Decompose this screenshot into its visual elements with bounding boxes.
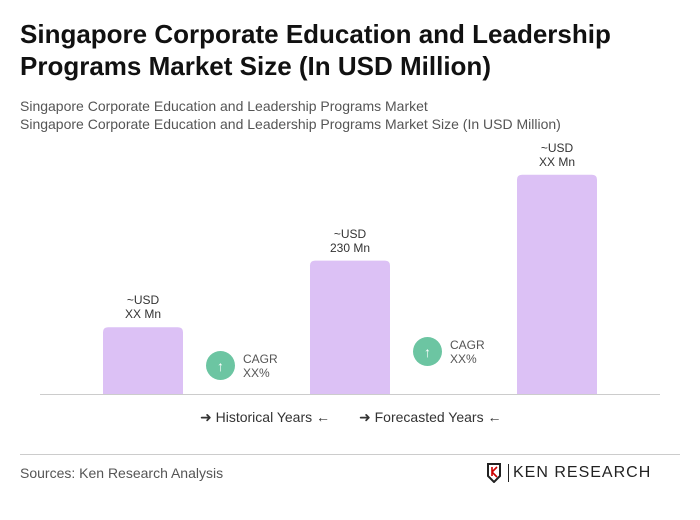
data-label-line: XX Mn — [124, 307, 161, 322]
cagr-badge-2: ↑ CAGR XX% — [413, 337, 485, 366]
ken-research-logo: KEN RESEARCH — [486, 463, 651, 483]
data-label: ~USD 230 Mn — [300, 227, 400, 255]
data-label-line: XX Mn — [538, 154, 575, 169]
arrow-up-icon: ↑ — [413, 337, 442, 366]
cagr-badge-1: ↑ CAGR XX% — [206, 351, 278, 380]
data-label-line: ~USD — [126, 293, 160, 308]
data-label-line: ~USD — [540, 140, 574, 155]
legend-forecasted: ➜ Forecasted Years ← — [359, 409, 502, 425]
bar — [103, 327, 183, 394]
cagr-value: XX% — [243, 365, 270, 380]
logo-text: KEN RESEARCH — [508, 464, 651, 482]
cagr-value: XX% — [450, 351, 477, 366]
cagr-label: CAGR — [450, 337, 485, 352]
bar — [310, 260, 390, 394]
legend-label: Forecasted Years — [374, 409, 484, 425]
subtitle-secondary: Singapore Corporate Education and Leader… — [20, 116, 561, 132]
cagr-label: CAGR — [243, 351, 278, 366]
data-label-line: ~USD — [333, 226, 367, 241]
sources: Sources: Ken Research Analysis — [20, 465, 224, 481]
divider — [20, 454, 680, 455]
subtitle: Singapore Corporate Education and Leader… — [20, 98, 428, 114]
legend-historical: ➜ Historical Years ← — [200, 409, 331, 425]
page-title: Singapore Corporate Education and Leader… — [20, 19, 611, 81]
data-label-line: 230 Mn — [329, 240, 371, 255]
logo-mark-icon — [487, 463, 501, 483]
data-label: ~USD XX Mn — [507, 141, 607, 169]
arrow-up-icon: ↑ — [206, 351, 235, 380]
legend-label: Historical Years — [215, 409, 313, 425]
bar — [517, 174, 597, 394]
data-label: ~USD XX Mn — [93, 293, 193, 321]
